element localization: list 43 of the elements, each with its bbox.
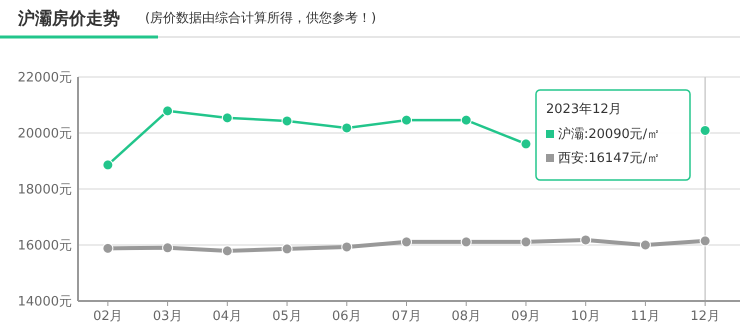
point bbox=[580, 234, 592, 246]
point bbox=[640, 240, 651, 250]
point bbox=[401, 236, 412, 248]
point bbox=[520, 236, 532, 248]
point bbox=[222, 245, 233, 256]
x-tick-label: 07月 bbox=[392, 309, 422, 324]
point bbox=[520, 138, 532, 150]
point bbox=[282, 243, 293, 254]
x-tick-label: 04月 bbox=[212, 309, 242, 324]
legend-title: 2023年12月 bbox=[546, 102, 622, 117]
x-tick-label: 10月 bbox=[570, 309, 600, 324]
point bbox=[222, 112, 233, 124]
x-tick-label: 03月 bbox=[152, 309, 182, 324]
x-tick-label: 09月 bbox=[511, 309, 541, 324]
chart-subtitle: (房价数据由综合计算所得，供您参考！) bbox=[145, 10, 376, 26]
x-tick-label: 08月 bbox=[451, 309, 481, 324]
legend-label: 沪灞 bbox=[558, 127, 584, 142]
point bbox=[700, 124, 711, 136]
y-tick-label: 14000元 bbox=[18, 294, 72, 310]
x-tick-label: 11月 bbox=[630, 309, 660, 324]
y-tick-label: 20000元 bbox=[18, 126, 72, 142]
x-tick-label: 12月 bbox=[690, 309, 720, 324]
annotation: :20090元/㎡ bbox=[584, 127, 660, 142]
x-tick-label: 06月 bbox=[332, 309, 362, 324]
y-tick-label: 16000元 bbox=[18, 238, 72, 254]
point bbox=[102, 242, 114, 254]
chart-title: 沪灞房价走势 bbox=[17, 9, 120, 29]
x-tick-label: 02月 bbox=[93, 309, 123, 324]
point bbox=[401, 114, 412, 126]
point bbox=[460, 236, 472, 248]
legend-label: 西安 bbox=[558, 151, 584, 166]
point bbox=[460, 114, 472, 126]
annotation: :16147元/㎡ bbox=[584, 151, 660, 166]
point bbox=[102, 159, 114, 170]
point bbox=[282, 115, 293, 126]
point bbox=[162, 242, 174, 254]
y-tick-label: 18000元 bbox=[18, 182, 72, 198]
point bbox=[700, 235, 711, 246]
point bbox=[341, 241, 352, 252]
point bbox=[162, 105, 174, 116]
point bbox=[341, 122, 352, 134]
x-tick-label: 05月 bbox=[272, 309, 302, 324]
y-tick-label: 22000元 bbox=[18, 70, 72, 86]
